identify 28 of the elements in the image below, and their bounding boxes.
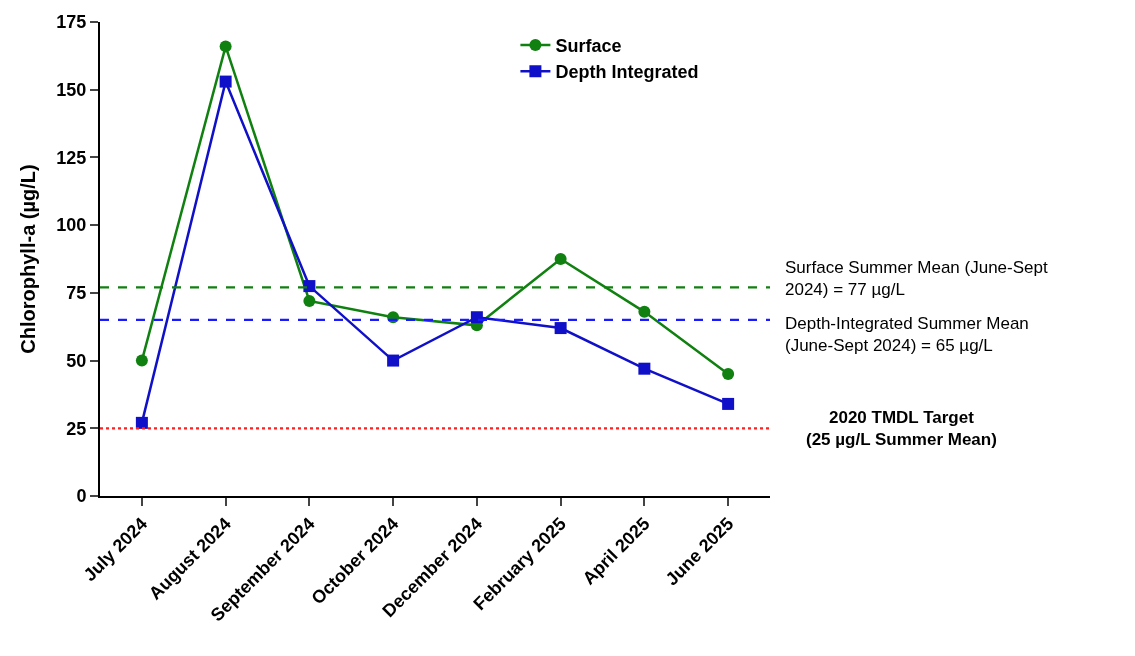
point (303, 294, 316, 307)
ref-line-label: Depth-Integrated Summer Mean (June-Sept 2024) = 65 µg/L (785, 314, 1029, 356)
point (722, 397, 735, 410)
point (554, 322, 567, 335)
y-tick-label: 25 (66, 418, 87, 439)
point (722, 368, 735, 381)
point (554, 253, 567, 265)
y-tick-label: 50 (66, 350, 87, 371)
y-tick-label: 125 (56, 147, 87, 168)
y-tick-label: 175 (56, 12, 87, 33)
ref-line-label: 2020 TMDL Target (25 µg/L Summer Mean) (806, 408, 997, 450)
point (135, 416, 148, 429)
legend-label: Surface (555, 35, 622, 56)
point (638, 305, 651, 318)
y-tick-label: 100 (56, 215, 87, 236)
y-tick-label: 75 (66, 283, 87, 304)
point (387, 354, 400, 367)
point (303, 280, 316, 293)
ref-line-label: Surface Summer Mean (June-Sept 2024) = 77 µg/L (785, 258, 1048, 300)
y-tick-label: 150 (56, 80, 87, 101)
point (219, 75, 232, 88)
legend-label: Depth Integrated (555, 62, 699, 83)
point (219, 40, 232, 53)
point (470, 311, 483, 324)
point (135, 354, 148, 367)
y-axis-title: Chlorophyll-a (µg/L) (17, 164, 40, 354)
point (638, 362, 651, 375)
y-tick-label: 0 (76, 486, 87, 507)
